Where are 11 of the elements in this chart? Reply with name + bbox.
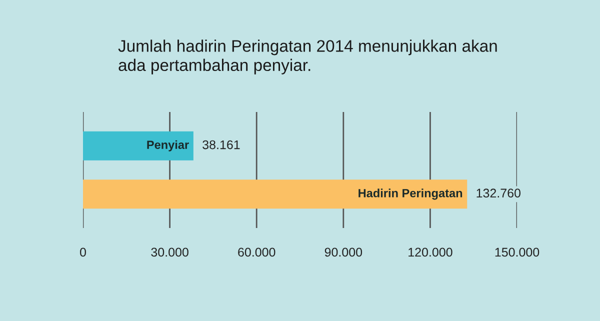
x-tick-label: 90.000 xyxy=(324,248,362,257)
y-tick-label: Penyiar xyxy=(147,140,189,152)
data-label: 132.760 xyxy=(476,188,520,198)
x-tick-label: 0 xyxy=(80,248,86,257)
chart-title: Jumlah hadirin Peringatan 2014 menunjukkan akan ada pertambahan penyiar. xyxy=(118,40,497,74)
x-tick-label: 30.000 xyxy=(151,248,188,257)
y-tick-label: Hadirin Peringatan xyxy=(358,188,462,200)
x-tick-label: 120.000 xyxy=(408,248,452,257)
x-tick-label: 60.000 xyxy=(238,248,276,257)
data-label: 38.161 xyxy=(202,140,240,150)
x-tick-label: 150.000 xyxy=(495,248,540,257)
